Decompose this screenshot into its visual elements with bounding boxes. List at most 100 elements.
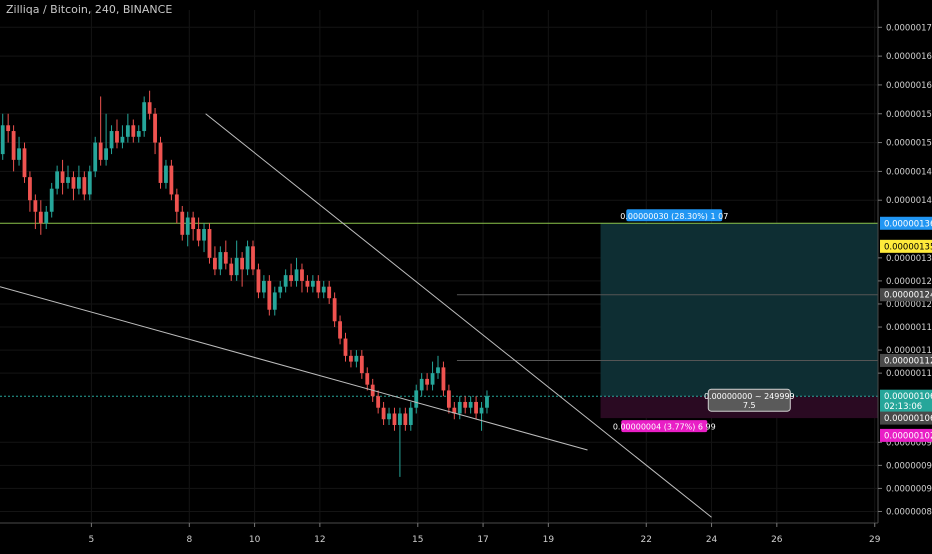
candle-body xyxy=(452,407,457,414)
trendline xyxy=(0,286,588,451)
candle-body xyxy=(180,211,185,235)
candle-body xyxy=(0,125,5,155)
candle-body xyxy=(229,263,234,276)
candle-body xyxy=(321,286,326,293)
y-tick-label: 0.00000145 xyxy=(886,167,932,177)
candle-body xyxy=(76,177,81,189)
x-tick-label: 15 xyxy=(412,535,423,545)
price-tag-box xyxy=(880,411,932,425)
candle-body xyxy=(164,165,168,183)
candle-body xyxy=(381,407,386,420)
x-tick-label: 8 xyxy=(186,535,192,545)
candle-body xyxy=(71,177,76,189)
y-tick-label: 0.00000118 xyxy=(886,323,932,333)
candle-body xyxy=(142,102,147,132)
candle-body xyxy=(28,177,32,201)
x-tick-label: 10 xyxy=(249,535,261,545)
candle-body xyxy=(60,171,65,183)
trendline xyxy=(205,113,712,518)
candle-body xyxy=(300,269,304,281)
candle-body xyxy=(115,131,119,143)
candle-body xyxy=(332,298,337,322)
entry-label-line1: 0.00000000 ~ 249999 xyxy=(704,392,795,401)
candle-body xyxy=(272,292,277,310)
price-tag-box xyxy=(880,288,932,302)
candle-body xyxy=(6,125,11,132)
candle-body xyxy=(408,407,413,426)
entry-label-box xyxy=(707,388,791,412)
candle-body xyxy=(294,269,299,281)
target-label-box xyxy=(626,209,723,222)
candle-body xyxy=(425,378,430,385)
x-tick-label: 19 xyxy=(543,535,555,545)
candle-body xyxy=(202,229,206,241)
candle-body xyxy=(343,338,348,356)
y-tick-label: 0.00000098 xyxy=(886,438,932,448)
candle-body xyxy=(125,125,130,137)
candle-body xyxy=(22,148,27,178)
y-tick-label: 0.00000114 xyxy=(886,346,932,356)
price-tag: 0.00000135 xyxy=(884,242,932,252)
candle-body xyxy=(316,280,321,293)
candle-body xyxy=(17,148,21,160)
candle-body xyxy=(218,252,223,270)
price-tag: 02:13:06 xyxy=(884,402,922,412)
candle-body xyxy=(147,102,152,114)
candle-body xyxy=(261,280,266,293)
candle-body xyxy=(468,401,473,408)
x-tick-label: 24 xyxy=(706,535,718,545)
candle-body xyxy=(398,413,402,426)
x-tick-label: 22 xyxy=(641,535,652,545)
candle-body xyxy=(338,321,342,339)
candle-body xyxy=(55,171,60,189)
x-tick-label: 26 xyxy=(771,535,783,545)
candle-body xyxy=(485,396,489,408)
candle-body xyxy=(44,211,49,224)
candle-body xyxy=(174,194,179,212)
candle-body xyxy=(245,246,250,270)
candle-body xyxy=(365,373,370,385)
candle-body xyxy=(310,280,315,287)
candle-body xyxy=(305,280,310,287)
candle-body xyxy=(283,275,288,287)
y-tick-label: 0.00000122 xyxy=(886,300,932,310)
chart-title: Zilliqa / Bitcoin, 240, BINANCE xyxy=(6,3,173,16)
price-tag: 0.00000112 xyxy=(884,356,932,366)
candle-body xyxy=(38,211,43,224)
stop-label: 0.00000004 (3.77%) 6 99 xyxy=(613,423,716,432)
candle-body xyxy=(11,131,16,160)
y-tick-label: 0.00000094 xyxy=(886,461,932,471)
candle-body xyxy=(436,367,440,374)
target-zone xyxy=(600,223,878,397)
candle-body xyxy=(131,125,136,137)
candle-body xyxy=(207,229,212,258)
candle-body xyxy=(376,396,381,408)
candle-body xyxy=(87,171,92,195)
candle-body xyxy=(387,413,391,420)
candle-body xyxy=(136,131,141,137)
candle-body xyxy=(33,200,38,212)
candle-body xyxy=(354,355,359,362)
price-tag: 0.00000124 xyxy=(884,291,932,301)
candle-body xyxy=(256,269,261,293)
candle-body xyxy=(278,286,283,293)
candle-body xyxy=(327,286,332,299)
price-tag-box xyxy=(880,239,932,253)
price-tag: 0.00000136 xyxy=(884,219,932,229)
target-label: 0.00000030 (28.30%) 1 07 xyxy=(620,212,728,221)
candle-body xyxy=(479,407,484,414)
candle-body xyxy=(457,401,462,414)
candle-body xyxy=(185,217,190,235)
candle-body xyxy=(109,131,114,149)
y-tick-label: 0.00000126 xyxy=(886,277,932,287)
y-tick-label: 0.00000165 xyxy=(886,52,932,62)
x-tick-label: 17 xyxy=(477,535,488,545)
entry-label-line2: 7.5 xyxy=(743,401,756,410)
price-tag: 0.00000102 xyxy=(884,431,932,441)
